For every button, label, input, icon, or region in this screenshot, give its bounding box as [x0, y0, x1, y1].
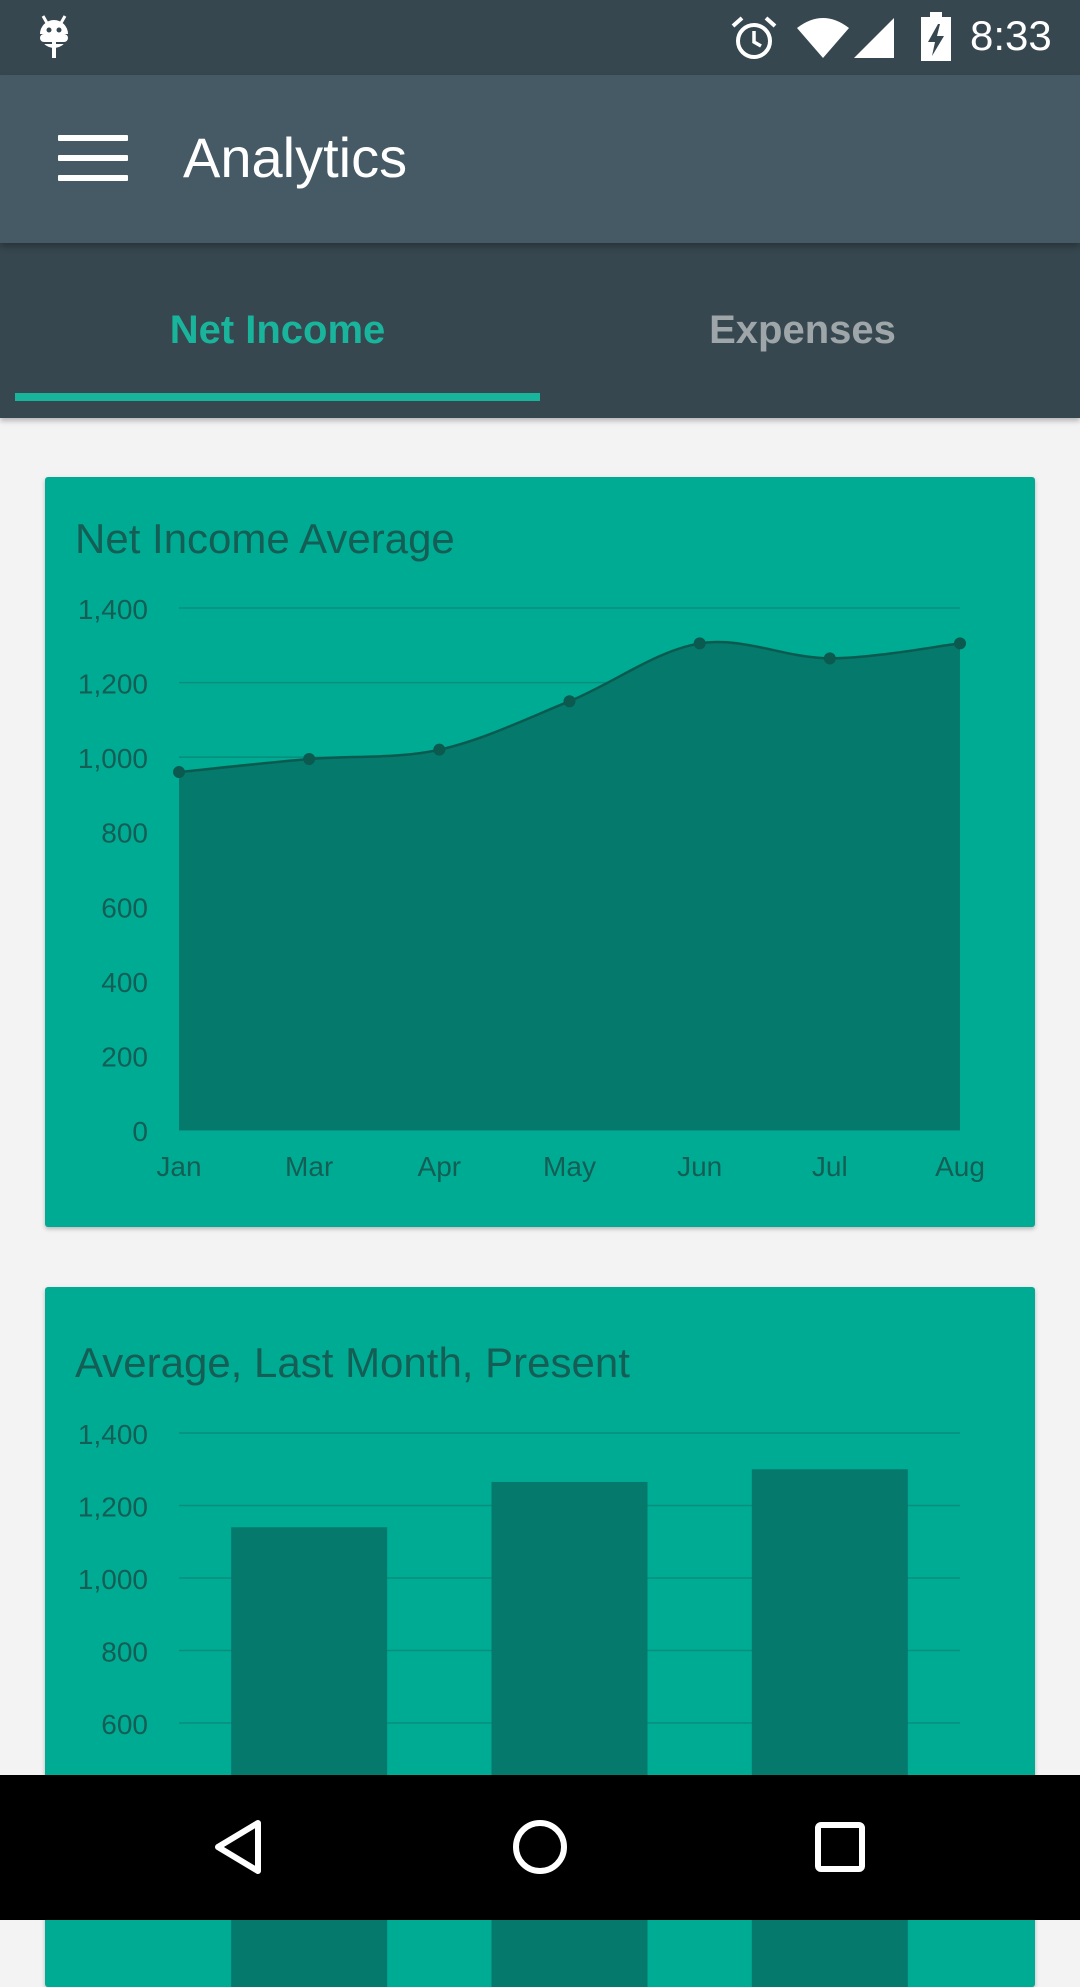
data-point — [303, 753, 316, 766]
x-tick-label: Apr — [418, 1151, 462, 1182]
x-tick-label: Jul — [812, 1151, 848, 1182]
status-bar: 8:33 — [0, 0, 1080, 75]
net-income-average-card: Net Income Average 1,400 1,200 1,000 800 600… — [45, 477, 1035, 1227]
x-tick-label: Mar — [285, 1151, 333, 1182]
x-tick-label: Jan — [156, 1151, 201, 1182]
home-icon[interactable] — [510, 1817, 570, 1877]
y-tick-label: 1,400 — [78, 1419, 148, 1450]
app-bar: Analytics — [0, 75, 1080, 243]
data-point — [823, 652, 836, 665]
x-tick-label: Jun — [677, 1151, 722, 1182]
alarm-icon — [731, 16, 777, 59]
x-tick-label: May — [543, 1151, 596, 1182]
battery-charging-icon — [921, 12, 951, 61]
data-point — [173, 766, 185, 779]
y-tick-label: 600 — [101, 1709, 148, 1740]
y-tick-label: 400 — [101, 967, 148, 998]
net-income-area-chart: 1,400 1,200 1,000 800 600 400 200 0 Jan Mar Apr May… — [78, 594, 985, 1182]
y-tick-label: 1,000 — [78, 743, 148, 774]
back-icon[interactable] — [210, 1817, 270, 1877]
y-tick-label: 1,400 — [78, 594, 148, 625]
wifi-icon — [797, 18, 849, 58]
tab-expenses[interactable]: Expenses — [709, 308, 896, 352]
y-tick-label: 0 — [132, 1116, 148, 1147]
signal-icon — [854, 18, 894, 58]
menu-icon[interactable] — [58, 135, 128, 185]
card-title: Average, Last Month, Present — [75, 1339, 630, 1386]
tab-net-income[interactable]: Net Income — [169, 308, 386, 352]
data-point — [433, 743, 446, 756]
y-tick-label: 200 — [101, 1041, 148, 1072]
y-tick-label: 800 — [101, 818, 148, 849]
data-point — [954, 637, 966, 650]
y-tick-label: 1,200 — [78, 669, 148, 700]
android-icon — [40, 15, 68, 58]
y-tick-label: 1,000 — [78, 1564, 148, 1595]
y-tick-label: 800 — [101, 1637, 148, 1668]
y-tick-label: 600 — [101, 892, 148, 923]
page-title: Analytics — [183, 126, 408, 189]
tab-bar: Net Income Expenses — [0, 243, 1080, 418]
y-tick-label: 1,200 — [78, 1492, 148, 1523]
data-point — [563, 695, 576, 708]
recents-icon[interactable] — [810, 1817, 870, 1877]
area-fill — [179, 641, 960, 1130]
tab-indicator — [15, 393, 540, 401]
data-point — [693, 637, 706, 650]
navigation-bar — [0, 1775, 1080, 1920]
card-title: Net Income Average — [75, 515, 455, 562]
x-tick-label: Aug — [935, 1151, 985, 1182]
status-time: 8:33 — [970, 12, 1052, 59]
